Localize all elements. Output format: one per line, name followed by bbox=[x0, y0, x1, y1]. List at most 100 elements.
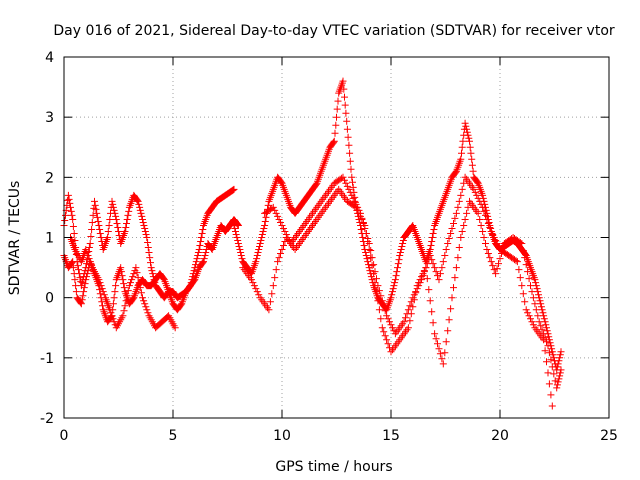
data-point bbox=[493, 240, 501, 247]
data-point bbox=[312, 180, 320, 188]
data-point bbox=[333, 105, 341, 113]
data-point bbox=[368, 276, 376, 284]
data-point bbox=[134, 197, 142, 205]
data-point bbox=[137, 289, 145, 297]
data-point bbox=[535, 318, 543, 326]
data-point bbox=[342, 179, 350, 187]
data-point bbox=[442, 338, 450, 346]
data-point bbox=[428, 308, 436, 316]
data-point bbox=[445, 235, 453, 242]
data-point bbox=[399, 237, 407, 244]
y-tick-label: 2 bbox=[45, 170, 54, 186]
data-point bbox=[371, 279, 379, 287]
data-point bbox=[458, 228, 466, 235]
data-point bbox=[465, 134, 473, 142]
data-point bbox=[258, 231, 266, 238]
data-point bbox=[108, 197, 116, 205]
data-point bbox=[96, 279, 104, 287]
data-point bbox=[146, 254, 154, 262]
data-point bbox=[269, 203, 277, 211]
data-point bbox=[109, 203, 117, 211]
data-point bbox=[257, 237, 265, 244]
data-point bbox=[77, 300, 85, 308]
data-point bbox=[532, 306, 540, 314]
data-point bbox=[268, 290, 276, 298]
data-point bbox=[407, 298, 415, 306]
data-point bbox=[230, 222, 238, 229]
data-point bbox=[525, 275, 533, 283]
data-point bbox=[466, 137, 473, 145]
data-point bbox=[277, 178, 285, 186]
data-point bbox=[521, 251, 529, 258]
data-point bbox=[358, 214, 366, 222]
data-point bbox=[522, 261, 530, 269]
data-point bbox=[95, 276, 103, 284]
data-point bbox=[400, 318, 408, 326]
data-point bbox=[375, 287, 383, 295]
data-point bbox=[285, 237, 293, 244]
data-point bbox=[483, 216, 491, 223]
data-point bbox=[86, 258, 94, 266]
data-point bbox=[545, 333, 553, 341]
data-point bbox=[380, 328, 388, 336]
data-point bbox=[120, 284, 128, 292]
data-point bbox=[459, 137, 467, 145]
data-point bbox=[346, 157, 354, 165]
data-point bbox=[545, 349, 553, 357]
data-point bbox=[197, 234, 205, 241]
data-point bbox=[256, 240, 264, 247]
data-point bbox=[418, 276, 425, 284]
data-point bbox=[427, 242, 435, 249]
data-point bbox=[480, 207, 488, 215]
data-point bbox=[444, 240, 452, 247]
data-point bbox=[79, 292, 87, 300]
data-point bbox=[135, 200, 143, 208]
data-point bbox=[61, 217, 69, 224]
data-point bbox=[139, 219, 147, 226]
data-point bbox=[82, 276, 90, 284]
data-point bbox=[490, 266, 498, 274]
data-point bbox=[330, 137, 338, 145]
data-point bbox=[349, 178, 356, 186]
data-point bbox=[383, 336, 391, 344]
data-point bbox=[419, 272, 427, 280]
data-point bbox=[398, 243, 406, 250]
data-point bbox=[147, 259, 154, 267]
data-point bbox=[140, 222, 148, 229]
data-point bbox=[452, 168, 460, 176]
data-point bbox=[107, 309, 115, 317]
data-point bbox=[479, 228, 487, 235]
data-point bbox=[471, 188, 479, 196]
data-point bbox=[134, 274, 142, 282]
data-point bbox=[250, 282, 258, 290]
data-point bbox=[529, 294, 537, 302]
y-tick-label: 1 bbox=[45, 231, 54, 247]
data-point bbox=[144, 239, 152, 246]
data-point bbox=[463, 128, 471, 136]
data-point bbox=[551, 377, 559, 385]
x-tick-label: 0 bbox=[60, 428, 69, 444]
data-point bbox=[88, 219, 96, 226]
data-point bbox=[111, 209, 119, 217]
data-point bbox=[428, 234, 436, 241]
data-point bbox=[80, 284, 88, 292]
data-point bbox=[77, 299, 85, 307]
data-point bbox=[541, 347, 549, 355]
data-point bbox=[108, 312, 116, 320]
data-point bbox=[392, 272, 400, 280]
data-point bbox=[545, 380, 553, 388]
data-point bbox=[470, 185, 478, 193]
data-point bbox=[256, 243, 263, 250]
data-point bbox=[123, 216, 131, 223]
data-point bbox=[130, 270, 138, 278]
data-point bbox=[124, 211, 132, 219]
data-point bbox=[522, 306, 530, 314]
data-point bbox=[487, 225, 495, 232]
data-point bbox=[234, 237, 242, 244]
data-point bbox=[120, 280, 128, 288]
data-point bbox=[105, 222, 113, 229]
data-point bbox=[384, 315, 392, 323]
data-point bbox=[346, 188, 354, 196]
data-point bbox=[528, 288, 536, 296]
data-point bbox=[377, 292, 385, 300]
